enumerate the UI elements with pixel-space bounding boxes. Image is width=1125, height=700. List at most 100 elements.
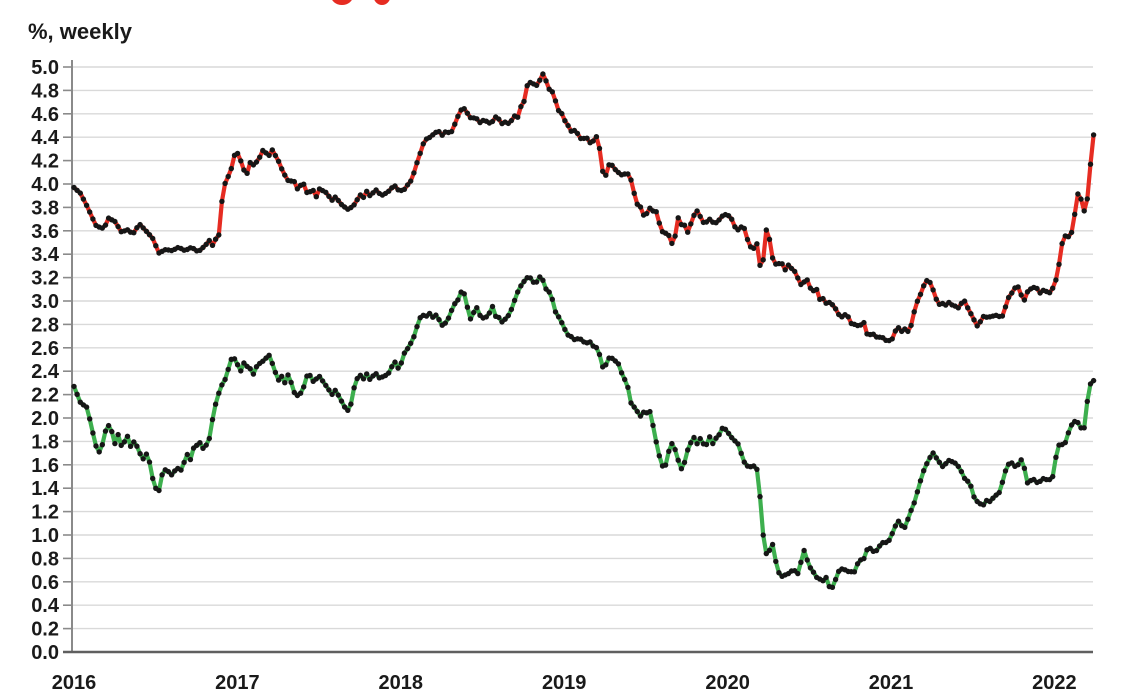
- weekly-data-marker: [332, 387, 338, 393]
- weekly-data-marker: [90, 216, 96, 222]
- weekly-data-marker: [549, 296, 555, 302]
- weekly-data-marker: [323, 189, 329, 195]
- weekly-data-marker: [600, 168, 606, 174]
- weekly-data-marker: [562, 326, 568, 333]
- weekly-data-marker: [455, 297, 461, 303]
- weekly-data-marker: [634, 408, 640, 415]
- weekly-data-marker: [911, 500, 917, 506]
- weekly-data-marker: [917, 291, 924, 297]
- weekly-data-marker: [83, 404, 90, 410]
- weekly-data-marker: [543, 78, 549, 84]
- weekly-data-marker: [486, 310, 493, 316]
- weekly-data-marker: [829, 584, 836, 590]
- weekly-data-marker: [832, 576, 839, 583]
- weekly-data-marker: [93, 443, 99, 449]
- weekly-data-marker: [436, 128, 442, 135]
- weekly-data-marker: [974, 323, 980, 329]
- weekly-data-marker: [729, 216, 735, 222]
- weekly-data-marker: [464, 110, 471, 116]
- weekly-data-marker: [596, 145, 603, 152]
- weekly-data-marker: [549, 89, 555, 95]
- weekly-data-marker: [364, 188, 370, 194]
- y-tick-label: 0.6: [31, 572, 59, 594]
- weekly-data-marker: [625, 384, 631, 391]
- y-tick-label: 3.0: [31, 291, 59, 313]
- weekly-data-marker: [773, 558, 779, 565]
- weekly-data-marker: [319, 378, 326, 384]
- weekly-data-marker: [348, 401, 354, 407]
- weekly-data-marker: [562, 118, 568, 124]
- weekly-data-marker: [360, 376, 367, 382]
- weekly-data-marker: [124, 433, 131, 439]
- weekly-data-marker: [914, 298, 921, 304]
- weekly-data-marker: [678, 466, 685, 472]
- weekly-data-marker: [1087, 161, 1094, 167]
- weekly-data-marker: [209, 242, 216, 248]
- weekly-data-marker: [1002, 304, 1009, 310]
- weekly-data-marker: [395, 365, 401, 371]
- weekly-data-marker: [521, 98, 527, 105]
- weekly-data-marker: [691, 434, 697, 441]
- weekly-data-marker: [968, 483, 974, 489]
- weekly-data-marker: [694, 208, 700, 214]
- weekly-data-marker: [1090, 377, 1097, 384]
- weekly-data-marker: [1059, 240, 1065, 247]
- weekly-data-marker: [596, 351, 603, 358]
- y-tick-label: 2.6: [31, 338, 59, 360]
- y-tick-label: 4.0: [31, 174, 59, 196]
- weekly-data-marker: [921, 283, 927, 289]
- weekly-data-marker: [685, 229, 691, 235]
- y-tick-label: 4.2: [31, 151, 59, 173]
- weekly-data-marker: [725, 430, 732, 437]
- weekly-data-marker: [225, 173, 231, 180]
- weekly-data-marker: [216, 232, 222, 238]
- weekly-data-marker: [279, 166, 285, 172]
- weekly-data-marker: [102, 428, 109, 434]
- weekly-data-marker: [936, 459, 943, 465]
- weekly-data-marker: [401, 350, 408, 356]
- weekly-data-marker: [203, 442, 209, 448]
- weekly-data-marker: [323, 382, 329, 389]
- weekly-data-marker: [445, 315, 452, 321]
- weekly-data-marker: [631, 190, 637, 196]
- weekly-data-marker: [184, 451, 190, 458]
- y-axis-unit-label: %, weekly: [28, 19, 132, 44]
- weekly-data-marker: [845, 314, 851, 320]
- clipped-title-descender: [332, 0, 352, 5]
- weekly-data-marker: [464, 304, 471, 310]
- weekly-data-marker: [404, 345, 411, 352]
- weekly-data-marker: [297, 390, 304, 396]
- weekly-data-marker: [313, 194, 319, 200]
- weekly-data-marker: [628, 400, 634, 406]
- weekly-data-marker: [392, 359, 398, 365]
- weekly-data-marker: [411, 334, 417, 340]
- x-tick-label: 2021: [869, 672, 914, 694]
- weekly-data-marker: [474, 116, 480, 122]
- y-tick-label: 1.0: [31, 525, 59, 547]
- weekly-data-marker: [266, 152, 272, 159]
- weekly-data-marker: [115, 431, 121, 438]
- weekly-data-marker: [779, 261, 785, 267]
- weekly-data-marker: [905, 516, 911, 522]
- weekly-data-marker: [354, 197, 360, 203]
- weekly-data-marker: [146, 232, 153, 238]
- weekly-data-marker: [688, 440, 694, 446]
- weekly-data-marker: [917, 478, 924, 484]
- weekly-data-marker: [338, 398, 345, 404]
- weekly-data-marker: [933, 455, 939, 461]
- weekly-data-marker: [112, 440, 118, 447]
- weekly-data-marker: [1018, 292, 1024, 298]
- weekly-data-marker: [540, 71, 546, 77]
- weekly-data-marker: [795, 275, 801, 281]
- weekly-data-marker: [140, 456, 146, 462]
- weekly-data-marker: [754, 241, 760, 247]
- weekly-data-marker: [697, 435, 703, 442]
- weekly-data-marker: [1062, 439, 1069, 446]
- weekly-data-marker: [181, 459, 187, 466]
- y-tick-label: 4.4: [31, 127, 60, 149]
- weekly-data-marker: [1075, 419, 1081, 426]
- weekly-data-marker: [741, 459, 747, 465]
- weekly-data-marker: [335, 197, 341, 204]
- weekly-data-marker: [222, 180, 228, 187]
- weekly-data-marker: [804, 557, 810, 563]
